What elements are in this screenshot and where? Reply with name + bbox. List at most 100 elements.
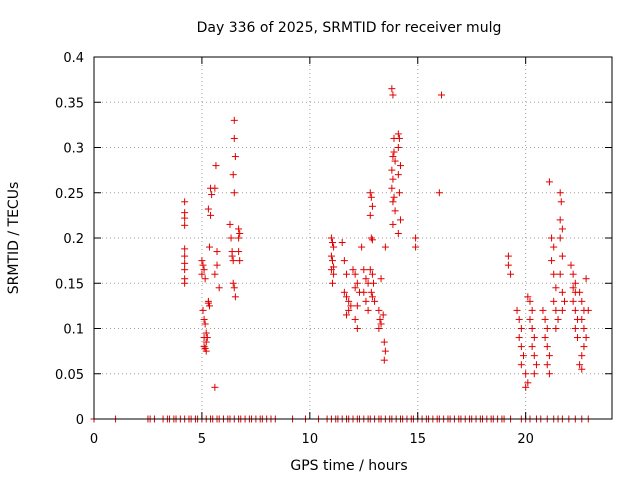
data-point [528, 325, 536, 332]
data-point [391, 207, 399, 215]
data-point [213, 261, 221, 269]
data-point [558, 306, 566, 314]
data-point [513, 306, 521, 314]
data-point [236, 257, 244, 265]
data-point [552, 325, 560, 332]
data-point [388, 85, 396, 93]
data-point [353, 325, 361, 332]
x-tick-labels: 0 5 10 15 20 [90, 432, 534, 447]
data-point [327, 252, 335, 260]
data-point [548, 234, 556, 242]
y-tick-label: 0.1 [63, 323, 84, 338]
data-point [582, 334, 590, 342]
data-point [200, 266, 208, 274]
data-point [371, 297, 379, 305]
data-point [543, 343, 551, 351]
data-point [522, 370, 530, 378]
data-point [349, 266, 357, 274]
data-point [576, 361, 584, 369]
data-point [213, 248, 221, 256]
data-point [395, 134, 403, 142]
data-point [380, 356, 388, 364]
data-point [545, 178, 553, 186]
data-point [412, 243, 420, 251]
data-point [181, 252, 189, 260]
data-point [366, 211, 374, 219]
data-point [199, 306, 207, 314]
data-point [550, 297, 558, 305]
data-point [571, 279, 579, 287]
data-point [554, 315, 562, 323]
data-point [367, 234, 375, 242]
data-point [522, 383, 530, 391]
data-point [343, 293, 351, 301]
data-point [515, 334, 523, 342]
data-point [231, 153, 239, 161]
data-point [205, 243, 213, 251]
y-tick-label: 0.05 [55, 368, 84, 383]
data-point [328, 257, 336, 265]
data-point [181, 198, 189, 206]
data-point [229, 279, 237, 287]
data-point [204, 205, 212, 213]
data-point [569, 284, 577, 292]
data-point [517, 361, 525, 369]
data-point [571, 306, 579, 314]
y-tick-label: 0.15 [55, 277, 84, 292]
data-point [517, 343, 525, 351]
data-point [569, 297, 577, 305]
data-point [330, 243, 338, 251]
data-point [181, 266, 189, 274]
data-point [236, 229, 244, 237]
data-point [375, 325, 383, 332]
data-point [394, 171, 402, 179]
data-point [360, 266, 368, 274]
data-point [340, 257, 348, 265]
data-point [389, 175, 397, 183]
data-point [379, 311, 387, 319]
data-point [198, 270, 206, 278]
data-point [201, 320, 209, 328]
data-point [528, 343, 536, 351]
data-point [360, 288, 368, 296]
data-point [368, 270, 376, 278]
data-point [541, 315, 549, 323]
data-point [345, 297, 353, 305]
data-point [556, 270, 564, 278]
x-axis-label: GPS time / hours [290, 458, 407, 474]
data-point [557, 198, 565, 206]
data-point [181, 221, 189, 229]
data-point [202, 347, 210, 355]
data-point [573, 334, 581, 342]
data-point [395, 189, 403, 197]
data-point [181, 259, 189, 267]
chart-title: Day 336 of 2025, SRMTID for receiver mul… [197, 20, 502, 36]
data-point [351, 270, 359, 278]
data-point [507, 270, 515, 278]
data-point [351, 284, 359, 292]
x-tick-label: 10 [302, 432, 319, 447]
data-point [520, 352, 528, 360]
data-point [203, 334, 211, 342]
y-tick-label: 0.4 [63, 51, 84, 66]
data-point [201, 275, 209, 283]
data-point [375, 306, 383, 314]
data-point [394, 144, 402, 151]
data-point [328, 279, 336, 287]
data-point [532, 361, 540, 369]
data-point [198, 257, 206, 265]
x-tick-label: 0 [90, 432, 98, 447]
data-point [584, 306, 592, 314]
data-point [390, 193, 398, 201]
data-point [211, 383, 219, 391]
data-point [362, 297, 370, 305]
data-point [569, 270, 577, 278]
data-point [578, 297, 586, 305]
data-point [235, 248, 243, 256]
data-point [230, 116, 238, 124]
data-point [211, 184, 219, 192]
data-point [571, 325, 579, 332]
data-point [368, 202, 376, 210]
data-point [230, 284, 238, 292]
data-point [343, 311, 351, 319]
